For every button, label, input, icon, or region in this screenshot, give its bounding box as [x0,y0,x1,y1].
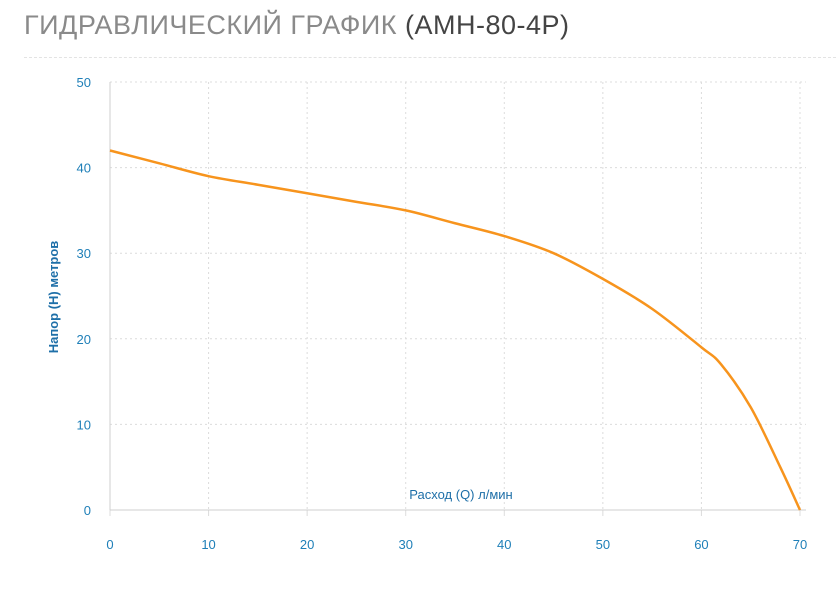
y-tick-label: 20 [77,332,91,347]
y-tick-label: 30 [77,246,91,261]
y-tick-label: 0 [84,503,91,518]
x-tick-label: 10 [201,537,215,552]
axes [109,82,806,516]
x-tick-label: 60 [694,537,708,552]
chart-title-main: ГИДРАВЛИЧЕСКИЙ ГРАФИК [24,10,397,40]
x-tick-label: 50 [596,537,610,552]
chart-title-model: (АМН-80-4Р) [405,10,570,40]
x-tick-label: 70 [793,537,807,552]
head-flow-curve [109,149,802,511]
x-tick-label: 0 [106,537,113,552]
y-tick-label: 10 [77,417,91,432]
y-tick-label: 50 [77,75,91,90]
x-tick-label: 40 [497,537,511,552]
x-tick-label: 20 [300,537,314,552]
y-tick-label: 40 [77,161,91,176]
x-tick-label: 30 [398,537,412,552]
y-axis-label: Напор (Н) метров [46,241,61,354]
title-divider [24,57,836,58]
x-axis-label: Расход (Q) л/мин [409,487,512,502]
tick-labels: 0 10 20 30 40 50 60 70 0 10 20 30 40 50 [77,75,808,552]
grid-lines [110,81,806,510]
chart-title: ГИДРАВЛИЧЕСКИЙ ГРАФИК (АМН-80-4Р) [24,10,570,41]
